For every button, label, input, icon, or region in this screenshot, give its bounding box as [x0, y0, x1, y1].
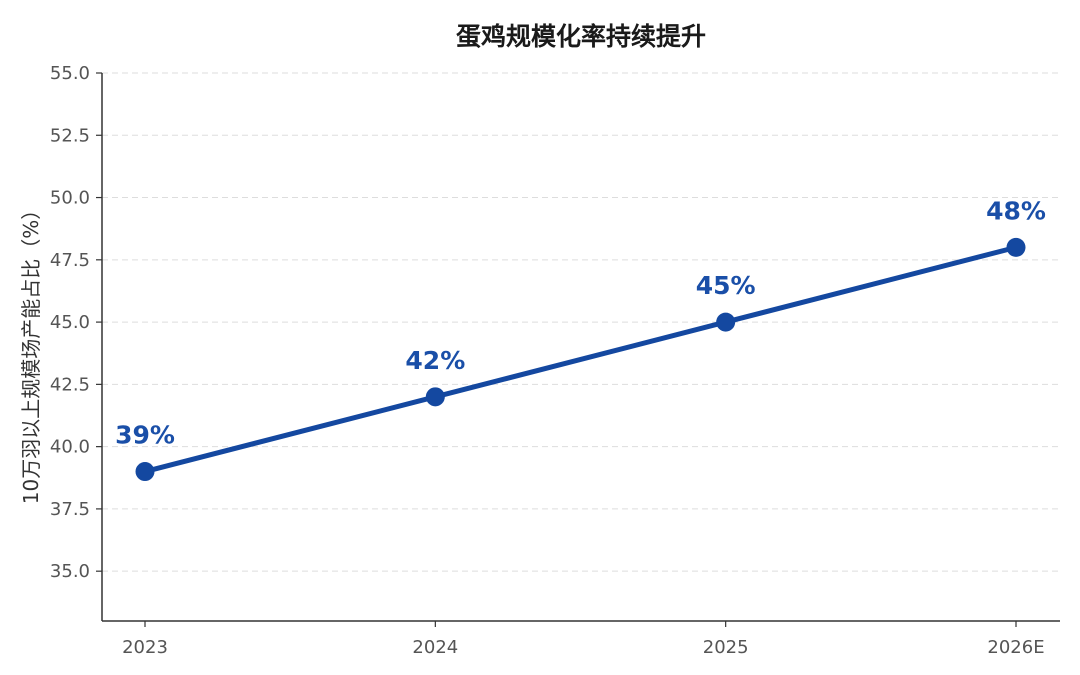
data-label: 48%: [986, 196, 1046, 225]
x-axis-ticks: 2023 2024 2025 2026E: [122, 621, 1045, 658]
axes: [101, 73, 1060, 622]
data-point: [1006, 237, 1026, 257]
y-tick-label: 37.5: [50, 499, 90, 520]
y-tick-label: 42.5: [50, 374, 90, 395]
data-point: [716, 312, 736, 332]
x-tick-label: 2023: [122, 637, 168, 658]
chart-title: 蛋鸡规模化率持续提升: [456, 22, 706, 51]
series-line: [142, 244, 1019, 475]
x-tick-label: 2024: [412, 637, 458, 658]
y-tick-label: 52.5: [50, 125, 90, 146]
y-tick-label: 40.0: [50, 437, 90, 458]
x-tick-label: 2025: [703, 637, 749, 658]
data-label: 39%: [115, 421, 175, 450]
data-point: [425, 387, 445, 407]
data-point: [135, 462, 155, 482]
y-tick-label: 35.0: [50, 561, 90, 582]
data-label: 42%: [405, 346, 465, 375]
y-tick-label: 50.0: [50, 188, 90, 209]
y-axis-ticks: 35.0 37.5 40.0 42.5 45.0 47.5 50.0 52.5 55.0: [50, 63, 102, 582]
x-tick-label: 2026E: [987, 637, 1044, 658]
y-axis-label: 10万羽以上规模场产能占比（%）: [19, 200, 43, 504]
series-line-group: 39% 42% 45% 48%: [115, 196, 1046, 482]
y-tick-label: 45.0: [50, 312, 90, 333]
gridlines: [102, 72, 1060, 572]
data-label: 45%: [696, 271, 756, 300]
y-tick-label: 55.0: [50, 63, 90, 84]
y-tick-label: 47.5: [50, 250, 90, 271]
